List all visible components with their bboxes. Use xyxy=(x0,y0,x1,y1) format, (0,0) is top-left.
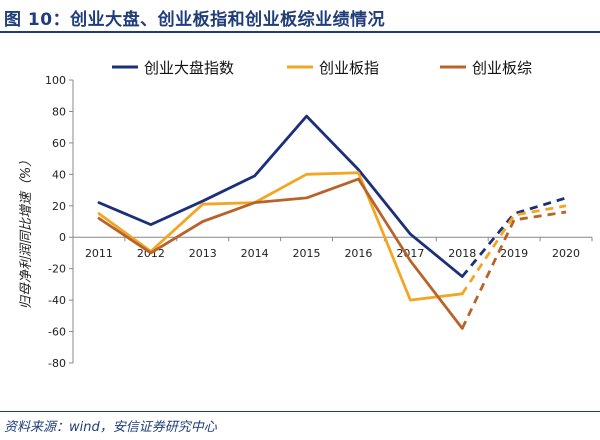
y-tick-label: 60 xyxy=(52,137,66,150)
legend-label: 创业板指 xyxy=(319,59,379,77)
series-line-solid xyxy=(97,114,464,278)
series-line-forecast xyxy=(461,196,567,278)
figure-title: 图 10：创业大盘、创业板指和创业板综业绩情况 xyxy=(4,10,386,30)
x-tick-label: 2019 xyxy=(500,247,528,260)
line-chart: 创业大盘指数 创业板指 创业板综 100 80 60 40 20 0 -20 -40 -60 -80 2… xyxy=(18,59,593,370)
figure-header: 图 10：创业大盘、创业板指和创业板综业绩情况 xyxy=(0,0,600,31)
y-tick-label: -60 xyxy=(48,326,66,339)
series-line-solid xyxy=(97,171,464,302)
x-tick-label: 2013 xyxy=(189,247,217,260)
y-axis-label: 归母净利润同比增速（%） xyxy=(18,154,34,309)
source-note: 资料来源：wind，安信证券研究中心 xyxy=(4,420,217,435)
y-tick-label: 40 xyxy=(52,168,66,181)
y-tick-label: -80 xyxy=(48,357,66,370)
series-line-forecast xyxy=(461,204,567,295)
series-layer xyxy=(97,114,567,330)
series-2 xyxy=(97,171,567,302)
footer-divider xyxy=(0,411,600,412)
chart-area: 创业大盘指数 创业板指 创业板综 100 80 60 40 20 0 -20 -40 -60 -80 2… xyxy=(0,33,600,408)
series-line-solid xyxy=(97,177,464,330)
title-underline xyxy=(0,31,600,33)
y-tick-label: -20 xyxy=(48,263,66,276)
x-tick-label: 2015 xyxy=(293,247,321,260)
legend-label: 创业大盘指数 xyxy=(144,59,234,77)
x-tick-label: 2011 xyxy=(85,247,113,260)
x-tick-label: 2020 xyxy=(552,247,580,260)
y-tick-label: -40 xyxy=(48,294,66,307)
legend: 创业大盘指数 创业板指 创业板综 xyxy=(112,59,532,77)
legend-label: 创业板综 xyxy=(472,59,532,77)
y-tick-label: 0 xyxy=(59,231,66,244)
series-1 xyxy=(97,114,567,278)
series-line-forecast xyxy=(460,210,567,330)
series-3 xyxy=(97,177,567,330)
y-tick-label: 80 xyxy=(52,105,66,118)
x-tick-label: 2014 xyxy=(241,247,269,260)
x-tick-label: 2016 xyxy=(344,247,372,260)
y-tick-label: 20 xyxy=(52,200,66,213)
y-tick-label: 100 xyxy=(45,74,66,87)
x-tick-label: 2018 xyxy=(448,247,476,260)
